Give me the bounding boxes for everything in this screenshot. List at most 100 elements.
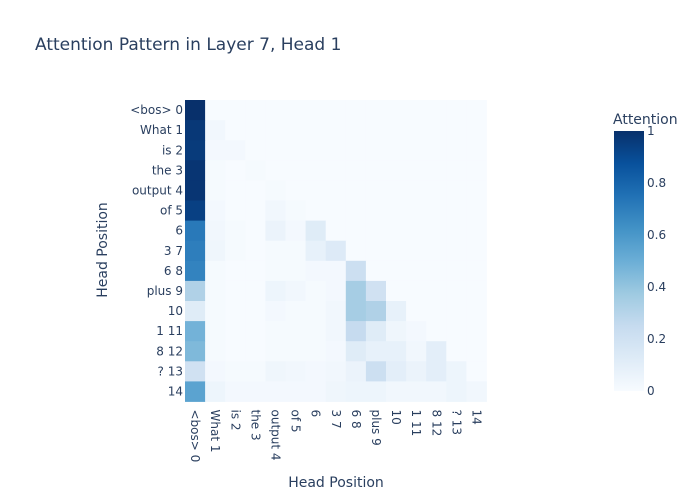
heatmap-cell — [265, 341, 286, 362]
heatmap-cell — [285, 160, 306, 181]
heatmap-cell — [285, 220, 306, 242]
heatmap-cell — [225, 200, 246, 221]
heatmap-cell — [426, 100, 447, 121]
heatmap-cell — [466, 120, 487, 141]
heatmap-cell — [205, 260, 226, 282]
heatmap-cell — [365, 321, 387, 342]
heatmap-cell — [325, 220, 347, 242]
heatmap-cell — [406, 381, 427, 402]
y-tick-label: the 3 — [152, 163, 183, 177]
heatmap-cell — [305, 301, 327, 322]
heatmap-cell — [245, 100, 266, 121]
heatmap-cell — [466, 381, 487, 402]
heatmap-cell — [305, 120, 327, 141]
heatmap-cell — [325, 301, 347, 322]
x-tick-label: 10 — [389, 410, 403, 425]
heatmap-cell — [406, 341, 427, 362]
heatmap-cell — [426, 240, 447, 262]
y-tick-label: 6 — [175, 224, 183, 238]
heatmap-cell — [185, 100, 206, 121]
heatmap-cell — [365, 120, 387, 141]
x-tick-label: plus 9 — [369, 410, 383, 446]
colorbar — [614, 131, 644, 391]
heatmap-cell — [446, 180, 467, 201]
heatmap-cell — [426, 140, 447, 161]
heatmap-cell — [426, 361, 447, 382]
heatmap-cell — [265, 301, 286, 322]
heatmap-cell — [225, 381, 246, 402]
heatmap-cell — [305, 200, 327, 221]
heatmap-cell — [406, 100, 427, 121]
heatmap-cell — [325, 361, 347, 382]
y-tick-label: 3 7 — [164, 244, 183, 258]
colorbar-tick-label: 0 — [647, 384, 655, 398]
heatmap-cell — [426, 260, 447, 282]
heatmap-cell — [245, 280, 266, 302]
heatmap-cell — [446, 140, 467, 161]
heatmap-cell — [265, 280, 286, 302]
heatmap-cell — [285, 140, 306, 161]
heatmap-cell — [285, 341, 306, 362]
heatmap-cell — [185, 240, 206, 262]
colorbar-title: Attention — [613, 112, 678, 128]
colorbar-tick-label: 0.6 — [647, 228, 666, 242]
x-tick-label: What 1 — [208, 410, 222, 453]
heatmap-cell — [365, 220, 387, 242]
heatmap-cell — [325, 160, 347, 181]
heatmap-cell — [265, 160, 286, 181]
heatmap-cell — [265, 260, 286, 282]
heatmap-cell — [446, 341, 467, 362]
heatmap-cell — [345, 321, 367, 342]
heatmap-cell — [205, 381, 226, 402]
heatmap-cell — [225, 361, 246, 382]
y-tick-label: plus 9 — [147, 284, 183, 298]
heatmap-cell — [325, 240, 347, 262]
heatmap-cell — [365, 140, 387, 161]
heatmap-cell — [466, 260, 487, 282]
colorbar-tick-label: 0.4 — [647, 280, 666, 294]
heatmap-cell — [285, 280, 306, 302]
chart-title: Attention Pattern in Layer 7, Head 1 — [35, 35, 341, 55]
heatmap-cell — [225, 321, 246, 342]
heatmap-cell — [466, 240, 487, 262]
heatmap-cell — [245, 240, 266, 262]
heatmap-cell — [466, 140, 487, 161]
heatmap-cell — [386, 100, 407, 121]
y-tick-label: 8 12 — [156, 344, 183, 358]
heatmap-cell — [305, 100, 327, 121]
heatmap-cell — [225, 160, 246, 181]
heatmap-cell — [185, 341, 206, 362]
heatmap-cell — [305, 180, 327, 201]
heatmap-cell — [446, 160, 467, 181]
heatmap-cell — [265, 381, 286, 402]
heatmap-cell — [305, 280, 327, 302]
heatmap-cell — [365, 260, 387, 282]
x-tick-label: of 5 — [289, 410, 303, 433]
heatmap-cell — [406, 260, 427, 282]
heatmap-cell — [345, 260, 367, 282]
x-tick-label: 3 7 — [329, 410, 343, 429]
heatmap-cell — [446, 240, 467, 262]
heatmap-cell — [265, 100, 286, 121]
heatmap-cell — [305, 240, 327, 262]
heatmap-cell — [185, 220, 206, 242]
heatmap-cell — [365, 280, 387, 302]
heatmap-cell — [406, 280, 427, 302]
heatmap-cell — [245, 361, 266, 382]
heatmap-cell — [446, 381, 467, 402]
heatmap-cell — [345, 200, 367, 221]
heatmap-cell — [386, 220, 407, 242]
x-tick-label: output 4 — [268, 410, 282, 461]
x-tick-label: ? 13 — [449, 410, 463, 435]
heatmap-cell — [305, 140, 327, 161]
heatmap-cell — [406, 140, 427, 161]
heatmap-cell — [225, 341, 246, 362]
y-axis-title: Head Position — [95, 202, 111, 298]
colorbar-tick-label: 1 — [647, 124, 655, 138]
y-tick-label: <bos> 0 — [130, 103, 183, 117]
heatmap-cell — [285, 260, 306, 282]
heatmap-cell — [265, 240, 286, 262]
heatmap-cell — [285, 100, 306, 121]
heatmap-cell — [285, 301, 306, 322]
